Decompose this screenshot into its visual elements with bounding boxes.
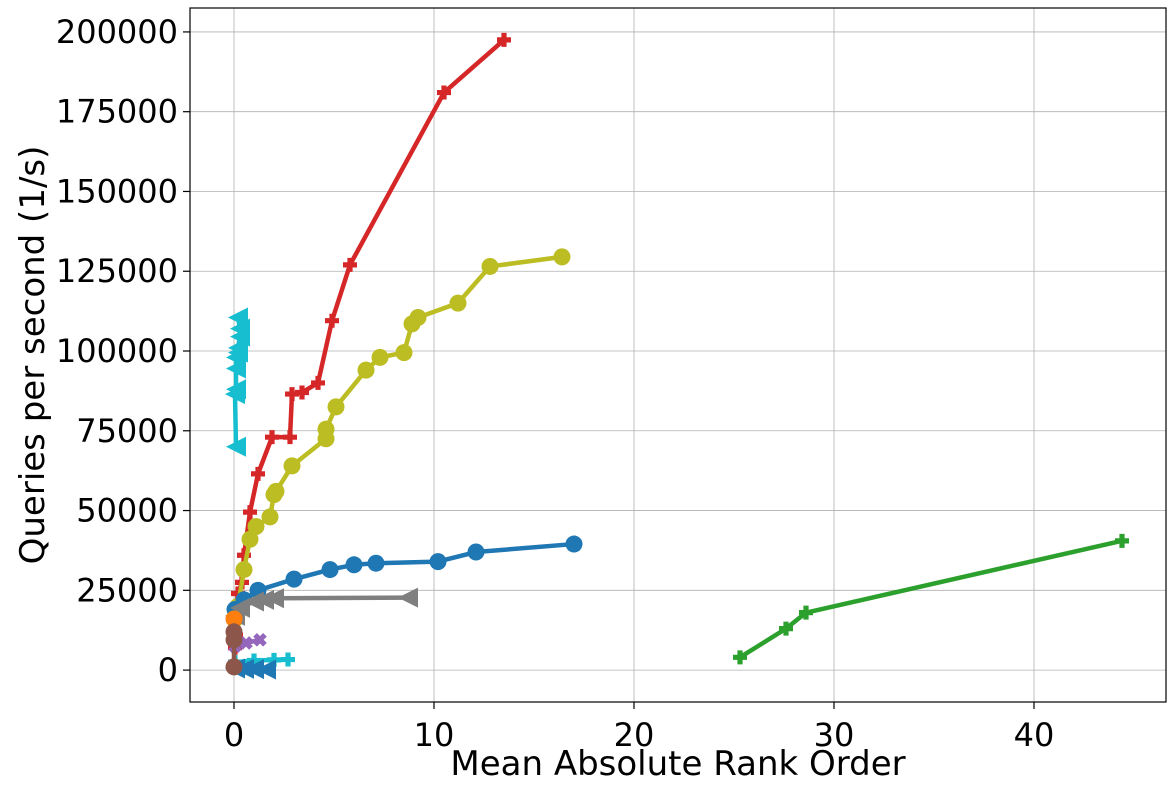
- data-point: [367, 554, 385, 572]
- data-point: [267, 482, 285, 500]
- data-point: [241, 530, 259, 548]
- data-point: [325, 313, 339, 328]
- data-point: [357, 361, 375, 379]
- data-point: [497, 32, 511, 47]
- y-tick-label: 125000: [56, 252, 178, 290]
- y-axis-label: Queries per second (1/s): [13, 146, 53, 565]
- x-tick-label: 10: [414, 716, 455, 754]
- data-point: [317, 420, 335, 438]
- series-4: [733, 533, 1129, 665]
- data-point: [429, 553, 447, 571]
- data-point: [371, 348, 389, 366]
- y-tick-label: 50000: [76, 492, 178, 530]
- x-tick-label: 0: [224, 716, 244, 754]
- data-point: [283, 430, 297, 445]
- data-point: [225, 658, 243, 676]
- x-axis-label: Mean Absolute Rank Order: [450, 744, 905, 784]
- data-point: [281, 652, 295, 667]
- data-point: [553, 248, 571, 266]
- y-tick-label: 25000: [76, 571, 178, 609]
- data-point: [267, 652, 281, 667]
- data-point: [235, 561, 253, 579]
- data-point: [321, 561, 339, 579]
- data-point: [237, 548, 251, 563]
- x-tick-label: 40: [1014, 716, 1055, 754]
- data-point: [565, 535, 583, 553]
- data-point: [234, 658, 254, 679]
- data-point: [295, 385, 309, 400]
- data-point: [283, 457, 301, 475]
- data-point: [1115, 533, 1129, 548]
- data-point: [265, 430, 279, 445]
- x-tick-label: 20: [614, 716, 655, 754]
- series-10: [225, 610, 243, 628]
- y-tick-label: 75000: [76, 412, 178, 450]
- series-11: [225, 623, 243, 676]
- y-tick-label: 175000: [56, 93, 178, 131]
- data-point: [409, 309, 427, 327]
- series-5: [225, 307, 250, 457]
- data-point: [244, 659, 264, 680]
- data-point: [225, 623, 243, 641]
- data-point: [261, 508, 279, 526]
- data-point: [228, 307, 248, 328]
- data-point: [285, 387, 299, 402]
- data-point: [244, 591, 264, 612]
- grid: [190, 8, 1166, 702]
- y-tick-label: 0: [158, 651, 178, 689]
- series-6: [225, 587, 418, 626]
- data-point: [395, 344, 413, 362]
- y-tick-label: 200000: [56, 13, 178, 51]
- data-point: [733, 650, 747, 665]
- data-point: [467, 543, 485, 561]
- data-point: [779, 621, 793, 636]
- data-point: [264, 588, 284, 609]
- data-point: [225, 610, 243, 628]
- data-point: [247, 518, 265, 536]
- y-tick-label: 100000: [56, 332, 178, 370]
- data-point: [239, 636, 253, 650]
- y-tick-label: 150000: [56, 172, 178, 210]
- data-point: [243, 505, 257, 520]
- plot-frame: [189, 7, 1167, 703]
- data-point: [449, 294, 467, 312]
- data-point: [481, 257, 499, 275]
- data-point: [285, 570, 303, 588]
- data-point: [343, 257, 357, 272]
- series-line: [737, 538, 1125, 660]
- data-point: [226, 379, 246, 400]
- data-point: [398, 587, 418, 608]
- data-point: [437, 85, 451, 100]
- data-point: [799, 605, 813, 620]
- data-point: [226, 436, 246, 457]
- y-axis: 0 25000 50000 75000 100000 125000 150000 175000…: [56, 13, 190, 689]
- series-layer: [225, 32, 1129, 680]
- data-point: [256, 659, 276, 680]
- data-point: [327, 398, 345, 416]
- data-point: [345, 556, 363, 574]
- x-axis: 0 10 20 30 40: [224, 702, 1055, 754]
- data-point: [230, 597, 250, 618]
- data-point: [311, 375, 325, 390]
- data-point: [254, 589, 274, 610]
- data-point: [251, 466, 265, 481]
- x-tick-label: 30: [814, 716, 855, 754]
- data-point: [253, 632, 267, 647]
